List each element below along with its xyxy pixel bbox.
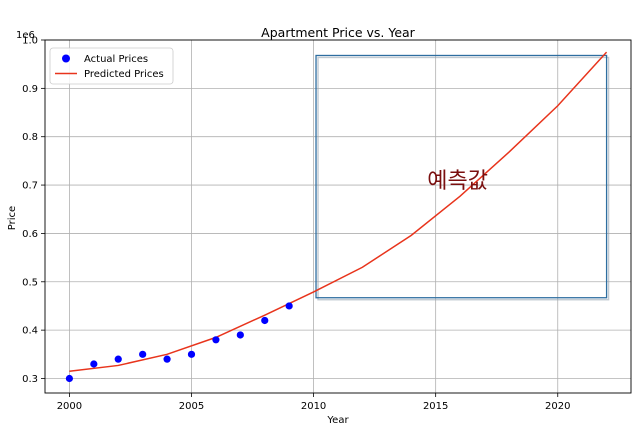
x-tick-label: 2005 [179,401,204,412]
legend: Actual Prices Predicted Prices [49,47,174,85]
annotation-text-layer: 예측값 [427,169,488,194]
y-tick-label: 0.5 [22,277,38,288]
y-axis-label: Price [7,206,18,230]
grid-layer [45,39,631,393]
actual-price-point [114,355,122,363]
actual-price-point [236,331,244,339]
actual-price-point [285,302,293,310]
annotation-rect-shadow [317,56,610,301]
predicted-prices-line [69,51,608,372]
legend-label-actual: Actual Prices [84,54,148,65]
series-layer [65,51,608,383]
x-tick-label: 2010 [301,401,326,412]
x-tick-label: 2000 [57,401,82,412]
legend-marker-actual [62,54,70,63]
annotation-layer [315,54,610,301]
annotation-text: 예측값 [427,169,488,194]
y-tick-label: 1.0 [22,36,38,47]
tick-layer: 2000 2005 2010 2015 2020 0.3 0.4 0.5 0.6 0.7 0.8 0.… [22,36,570,413]
y-offset-label: 1e6 [16,30,35,41]
x-tick-label: 2020 [545,401,570,412]
y-tick-label: 0.3 [22,374,38,385]
actual-price-point [90,360,98,368]
plot-frame [44,39,632,394]
legend-box [49,47,174,85]
annotation-rectangle [315,54,608,299]
x-axis-label: Year [326,415,349,426]
y-tick-label: 0.6 [22,229,38,240]
y-tick-label: 0.4 [22,326,38,337]
actual-price-point [187,350,196,358]
actual-price-point [65,374,74,383]
actual-price-point [139,350,147,358]
actual-price-point [163,355,171,363]
y-tick-label: 0.9 [22,84,38,95]
y-tick-label: 0.8 [22,132,38,143]
actual-price-point [261,316,269,325]
y-tick-label: 0.7 [22,181,38,192]
legend-label-predicted: Predicted Prices [84,69,164,80]
x-tick-label: 2015 [423,401,448,412]
actual-price-point [212,336,220,344]
chart-title: Apartment Price vs. Year [261,25,415,40]
